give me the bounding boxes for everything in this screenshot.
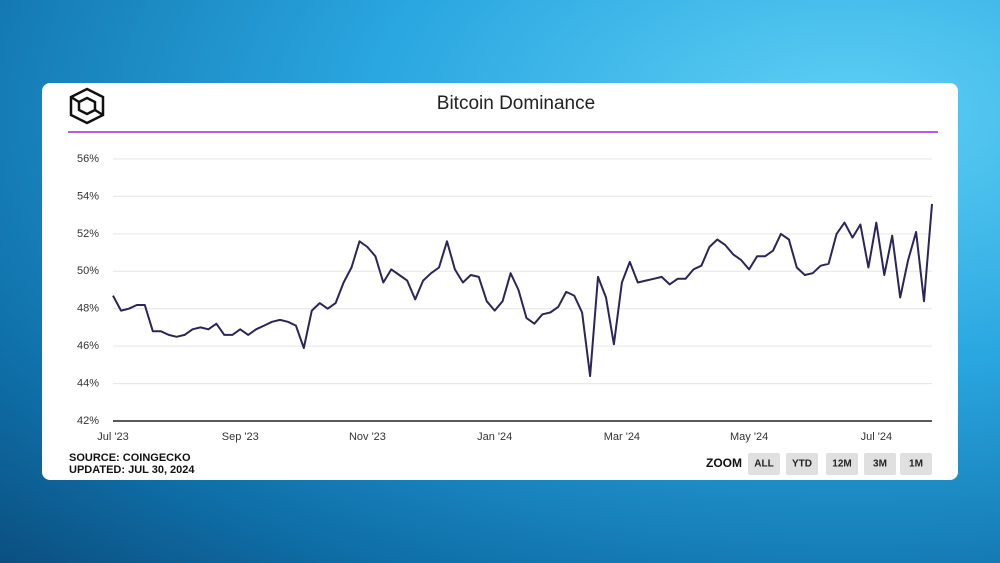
y-tick-label: 46% — [77, 340, 99, 352]
y-tick-label: 56% — [77, 153, 99, 165]
zoom-button-label[interactable]: YTD — [792, 459, 812, 470]
zoom-button[interactable] — [900, 453, 932, 475]
zoom-button[interactable] — [786, 453, 818, 475]
updated: UPDATED: JUL 30, 2024 — [69, 464, 195, 476]
zoom-button-label[interactable]: 3M — [873, 459, 887, 470]
card: Bitcoin Dominance SOURCE: COINGECKO UPDA… — [42, 83, 958, 480]
chart-title: Bitcoin Dominance — [437, 93, 595, 114]
x-tick-label: Jul '24 — [861, 431, 892, 443]
zoom-button[interactable] — [826, 453, 858, 475]
zoom-button[interactable] — [748, 453, 780, 475]
zoom-button-label[interactable]: ALL — [754, 459, 773, 470]
x-tick-label: May '24 — [730, 431, 768, 443]
y-tick-label: 48% — [77, 303, 99, 315]
x-tick-label: Sep '23 — [222, 431, 259, 443]
x-tick-label: Nov '23 — [349, 431, 386, 443]
y-tick-label: 42% — [77, 415, 99, 427]
x-tick-label: Jan '24 — [477, 431, 512, 443]
data-line — [112, 203, 933, 378]
zoom-button-label[interactable]: 1M — [909, 459, 923, 470]
y-tick-label: 52% — [77, 228, 99, 240]
y-tick-label: 44% — [77, 377, 99, 389]
x-tick-label: Jul '23 — [97, 431, 128, 443]
chart: Bitcoin Dominance SOURCE: COINGECKO UPDA… — [68, 87, 938, 476]
logo — [69, 87, 105, 125]
zoom-button[interactable] — [864, 453, 896, 475]
zoom-button-label[interactable]: 12M — [832, 459, 851, 470]
zoom-label: ZOOM — [706, 456, 742, 470]
x-tick-label: Mar '24 — [604, 431, 640, 443]
source: SOURCE: COINGECKO — [69, 452, 191, 464]
y-tick-label: 54% — [77, 190, 99, 202]
y-tick-label: 50% — [77, 265, 99, 277]
